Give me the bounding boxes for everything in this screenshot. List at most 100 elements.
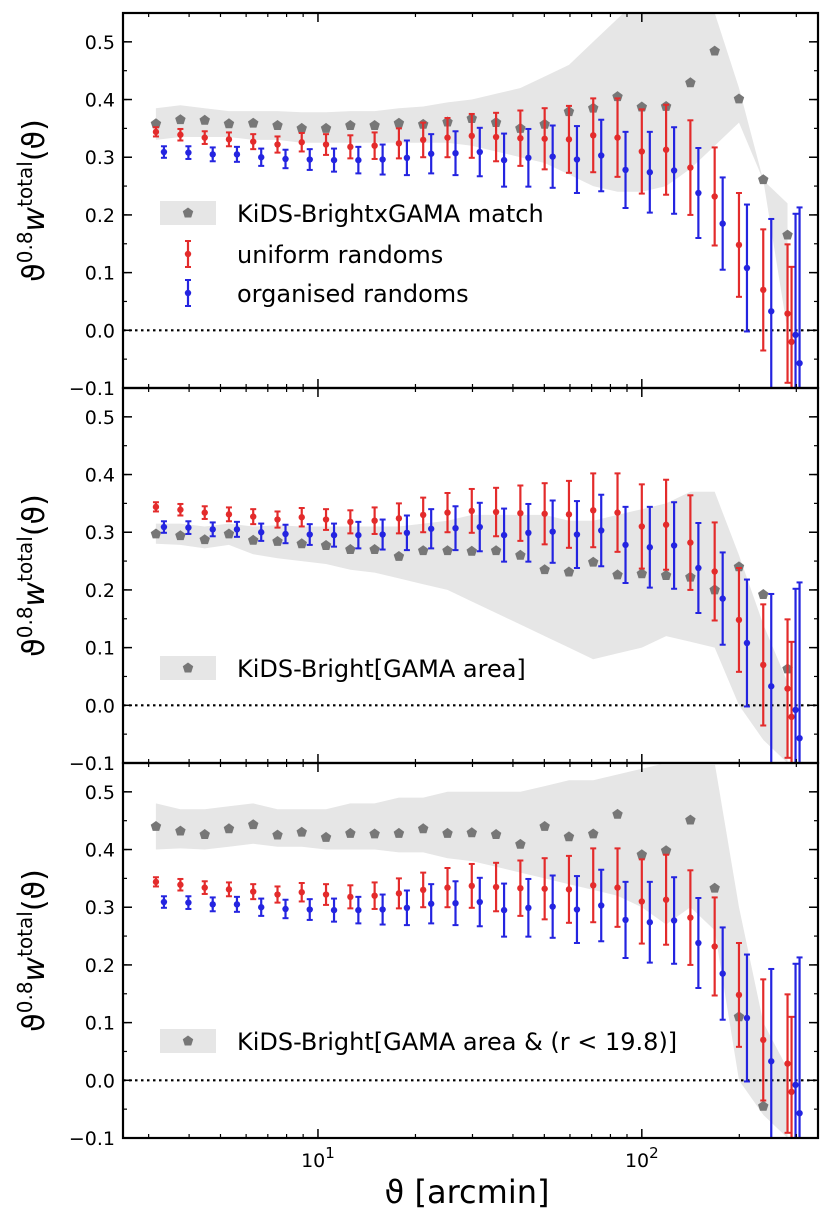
organised-point — [792, 1081, 799, 1089]
uniform-point — [201, 134, 208, 141]
organised-point — [549, 153, 556, 160]
x-tick-label: 102 — [625, 1144, 659, 1172]
organised-point — [622, 541, 629, 549]
y-tick-label: 0.4 — [85, 90, 115, 112]
organised-point — [330, 156, 338, 164]
y-tick-label: 0.3 — [85, 522, 115, 544]
gray-point — [345, 827, 356, 838]
y-tick-label: −0.1 — [69, 378, 115, 400]
gray-point — [587, 828, 599, 839]
organised-point — [379, 156, 386, 163]
y-tick-label: 0.1 — [85, 1013, 115, 1035]
uniform-point — [152, 878, 160, 886]
legend: KiDS-BrightxGAMA match uniform randoms org… — [160, 200, 544, 308]
organised-point — [598, 902, 605, 909]
uniform-point — [201, 509, 208, 516]
gray-point — [709, 882, 720, 893]
uniform-point — [177, 881, 184, 888]
uniform-point — [492, 883, 500, 891]
gray-point — [296, 538, 307, 549]
uniform-point — [322, 141, 330, 148]
uniform-point — [371, 517, 378, 524]
uniform-point — [784, 685, 791, 692]
uniform-point — [614, 509, 621, 516]
organised-point — [598, 152, 605, 159]
organised-point — [209, 526, 216, 533]
x-tick-label: 101 — [301, 1144, 335, 1172]
legend-label: KiDS-BrightxGAMA match — [237, 200, 544, 228]
uniform-point — [565, 136, 573, 143]
organised-point — [160, 148, 168, 156]
gray-point — [660, 845, 672, 856]
organised-point — [209, 151, 216, 158]
gray-point — [612, 808, 623, 819]
uniform-point — [274, 516, 281, 523]
gray-point — [782, 229, 793, 240]
legend-swatch-marker — [182, 1035, 194, 1046]
panels: 0.5 0.4 0.3 0.2 0.1 0.0 −0.1 ϑ0.8wtotal(ϑ) KiDS-… — [13, 11, 820, 1172]
organised-point — [427, 525, 435, 532]
gray-point — [612, 569, 623, 580]
uniform-point — [784, 310, 791, 317]
error-band — [155, 763, 788, 1138]
organised-point — [330, 906, 338, 914]
organised-point — [160, 523, 168, 531]
organised-point — [306, 906, 313, 913]
uniform-point — [760, 1036, 767, 1044]
organised-point — [379, 531, 386, 538]
uniform-point — [492, 508, 500, 516]
uniform-point — [322, 891, 330, 898]
organised-point — [379, 906, 386, 913]
y-tick-label: 0.3 — [85, 897, 115, 919]
uniform-point — [788, 713, 795, 721]
organised-point — [768, 683, 775, 690]
organised-point — [622, 916, 629, 924]
organised-point — [500, 531, 508, 539]
plot-area — [123, 472, 818, 763]
y-tick-label: 0.5 — [85, 782, 115, 804]
organised-point — [233, 901, 241, 908]
gray-point — [636, 568, 648, 579]
uniform-point — [225, 886, 233, 893]
y-tick-label: 0.0 — [85, 1070, 115, 1092]
uniform-point — [565, 511, 573, 518]
organised-point — [282, 155, 289, 163]
legend-label: KiDS-Bright[GAMA area] — [237, 655, 526, 683]
uniform-point — [590, 507, 597, 514]
organised-point — [306, 156, 313, 163]
organised-point — [355, 906, 362, 914]
uniform-point — [347, 518, 354, 526]
organised-point — [185, 149, 192, 156]
organised-point — [792, 331, 799, 339]
organised-point — [743, 264, 751, 272]
uniform-point — [711, 568, 718, 575]
uniform-point — [225, 511, 233, 518]
gray-point — [515, 838, 526, 849]
gray-point — [685, 814, 696, 825]
organised-point — [646, 544, 654, 551]
legend: KiDS-Bright[GAMA area & (r < 19.8)] — [160, 1028, 677, 1056]
gray-point — [223, 823, 235, 834]
legend-uniform-point — [184, 250, 192, 258]
organised-point — [525, 904, 532, 912]
gray-point — [320, 122, 332, 133]
uniform-point — [517, 134, 524, 142]
uniform-point — [250, 888, 257, 895]
error-band — [155, 491, 788, 763]
gray-point — [563, 566, 575, 577]
uniform-point — [711, 193, 718, 200]
uniform-point — [250, 513, 257, 520]
legend-label: KiDS-Bright[GAMA area & (r < 19.8)] — [237, 1028, 677, 1056]
y-tick-label: 0.4 — [85, 840, 115, 862]
organised-point — [646, 919, 654, 926]
uniform-point — [735, 241, 743, 249]
gray-point — [490, 829, 502, 839]
gray-point — [539, 564, 550, 575]
gray-point — [272, 829, 283, 840]
gray-point — [369, 120, 380, 130]
legend-swatch-marker — [182, 662, 194, 673]
gray-point — [199, 829, 210, 839]
y-tick-label: 0.0 — [85, 695, 115, 717]
uniform-point — [395, 890, 403, 897]
